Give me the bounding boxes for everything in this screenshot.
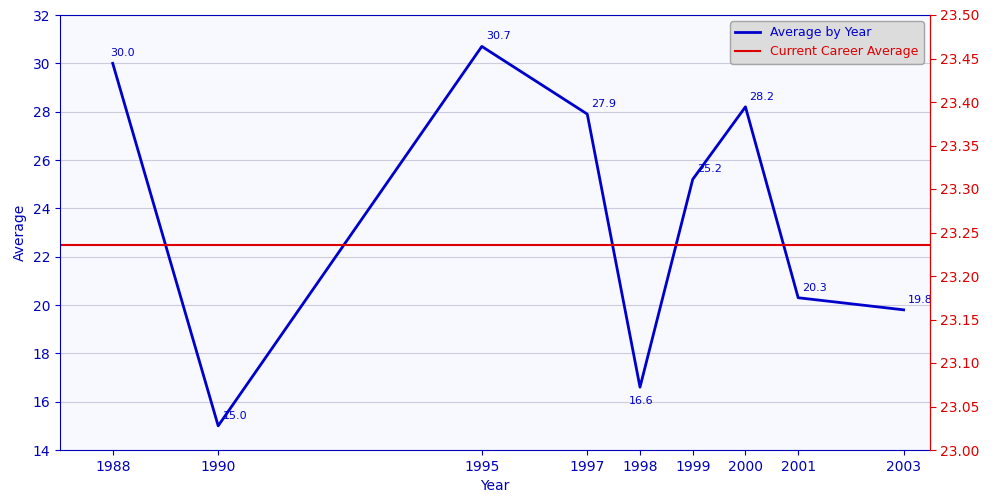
Text: 15.0: 15.0	[222, 411, 247, 421]
Average by Year	[687, 176, 699, 182]
Text: 25.2: 25.2	[697, 164, 722, 174]
Average by Year	[634, 384, 646, 390]
Average by Year	[107, 60, 119, 66]
X-axis label: Year: Year	[480, 480, 510, 494]
Text: 30.7: 30.7	[486, 32, 511, 42]
Y-axis label: Average: Average	[13, 204, 27, 261]
Average by Year	[739, 104, 751, 110]
Text: 30.0: 30.0	[110, 48, 135, 58]
Average by Year	[898, 307, 910, 313]
Legend: Average by Year, Current Career Average: Average by Year, Current Career Average	[730, 21, 924, 63]
Average by Year	[581, 111, 593, 117]
Average by Year	[476, 44, 488, 50]
Text: 19.8: 19.8	[908, 295, 933, 305]
Average by Year	[212, 423, 224, 429]
Text: 20.3: 20.3	[802, 283, 827, 293]
Average by Year	[792, 294, 804, 300]
Line: Average by Year: Average by Year	[113, 46, 904, 426]
Text: 16.6: 16.6	[629, 396, 654, 406]
Text: 28.2: 28.2	[750, 92, 775, 102]
Text: 27.9: 27.9	[591, 99, 616, 109]
